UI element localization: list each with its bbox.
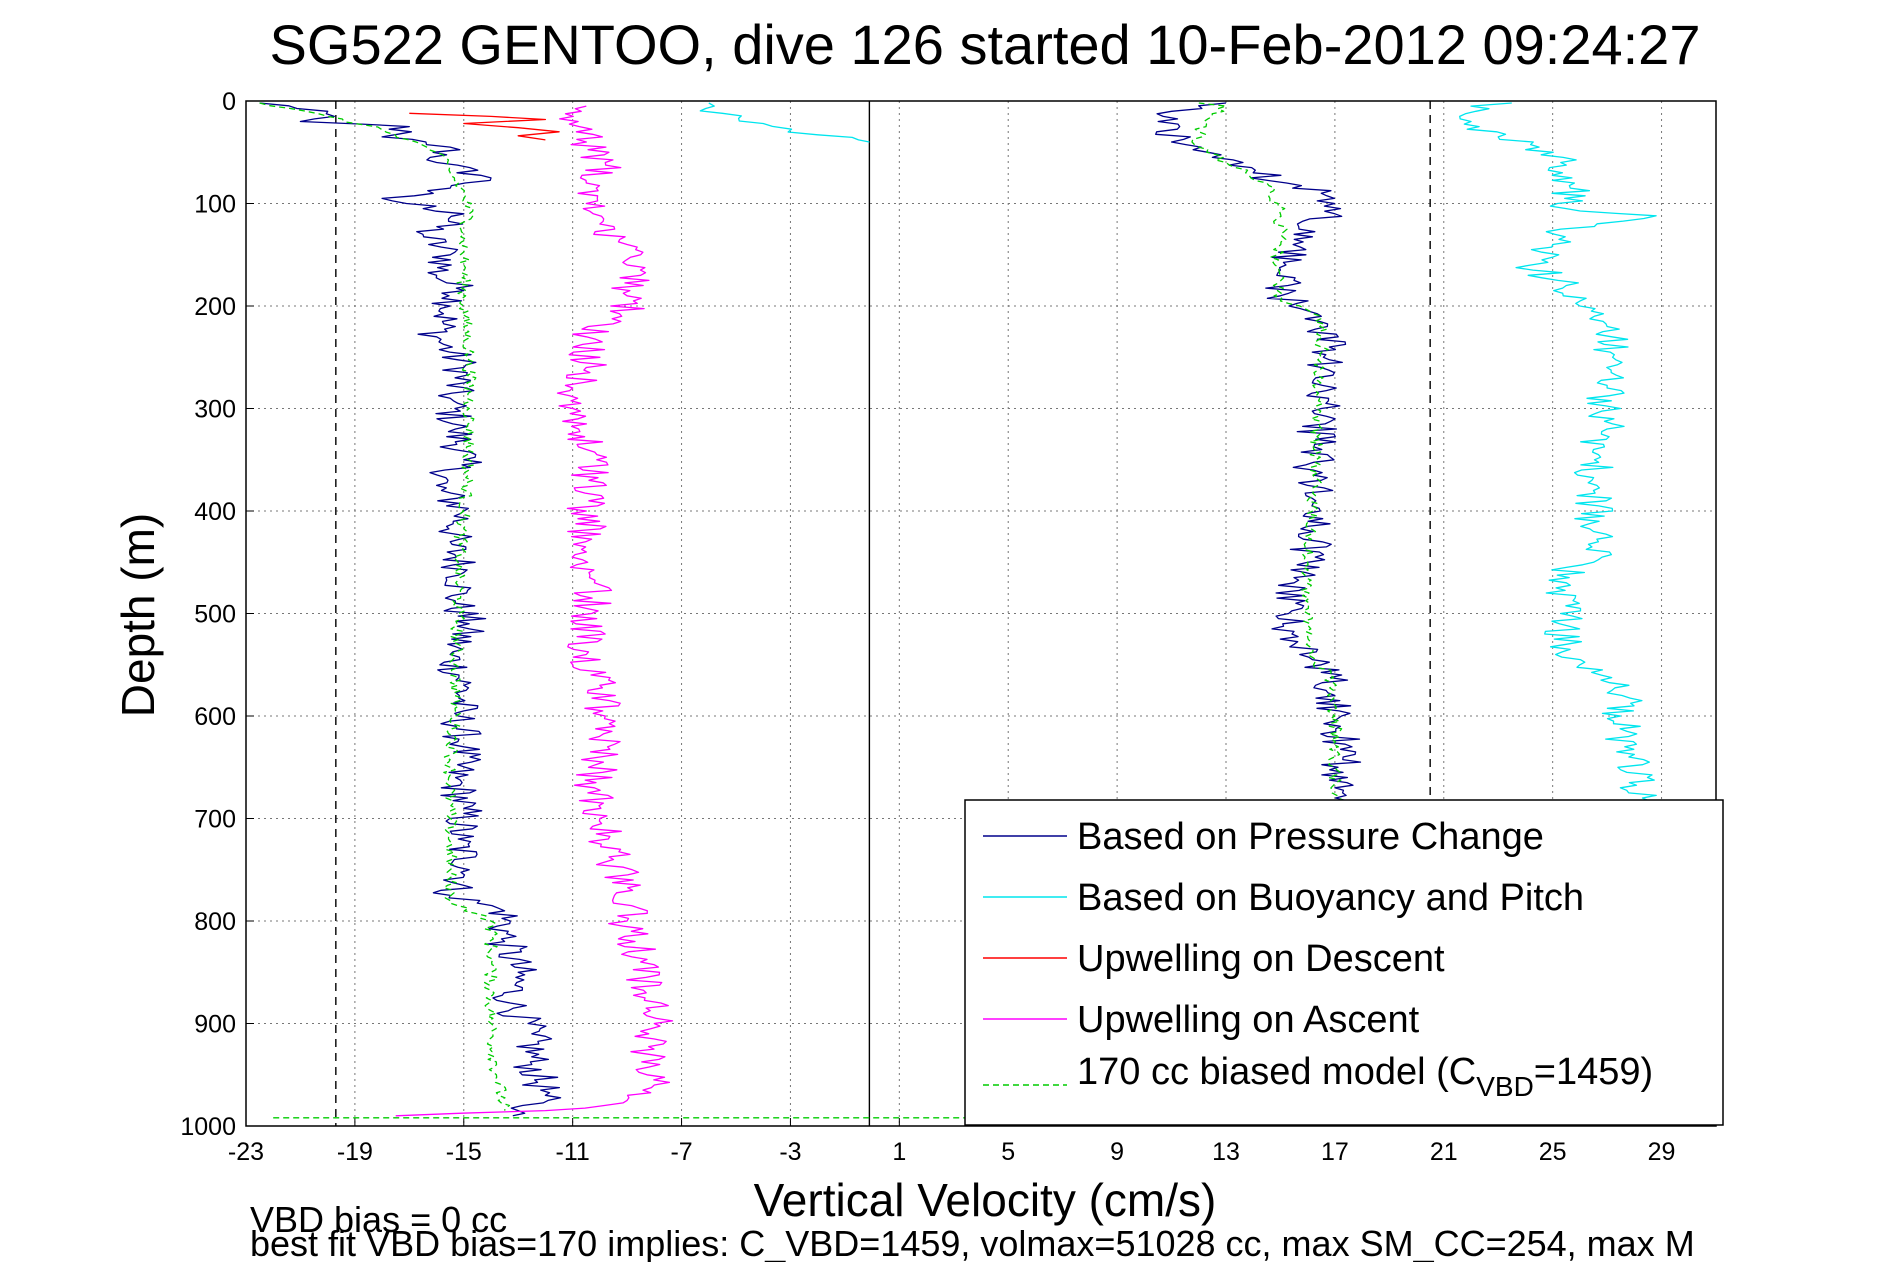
x-tick-label: -15 [446,1138,482,1166]
x-tick-labels: -23 -19 -15 -11 -7 -3 1 5 9 13 17 21 25 29 [228,1138,1676,1166]
series-line-upwelling-on-descent [409,112,560,141]
legend-label-upwelling-descent: Upwelling on Descent [1077,938,1445,980]
x-tick-label: -23 [228,1138,264,1166]
y-tick-label: 400 [194,498,236,526]
x-tick-label: -3 [779,1138,801,1166]
series-line-based-on-pressure-change [259,102,562,1117]
legend-label-buoyancy-pitch: Based on Buoyancy and Pitch [1077,877,1584,919]
y-tick-label: 900 [194,1011,236,1039]
footer-line-2: best fit VBD bias=170 implies: C_VBD=145… [250,1223,1695,1262]
legend: Based on Pressure Change Based on Buoyan… [964,799,1724,1126]
legend-box [964,799,1724,1126]
x-tick-label: 29 [1648,1138,1676,1166]
x-tick-label: 21 [1430,1138,1458,1166]
y-tick-labels: 0 100 200 300 400 500 600 700 800 900 1000 [180,88,236,1141]
chart-title: SG522 GENTOO, dive 126 started 10-Feb-20… [270,13,1701,76]
x-tick-label: 25 [1539,1138,1567,1166]
y-tick-label: 700 [194,806,236,834]
series-line-upwelling-on-ascent [395,105,674,1117]
series-line-170-cc-biased-model-c-vbd-1459 [259,102,511,1111]
y-tick-label: 0 [222,88,236,116]
y-tick-label: 100 [194,191,236,219]
y-tick-label: 800 [194,908,236,936]
x-axis-label: Vertical Velocity (cm/s) [754,1174,1217,1226]
legend-model-prefix: 170 cc biased model (C [1077,1051,1476,1093]
legend-label-biased-model: 170 cc biased model (CVBD=1459) [1077,1051,1653,1102]
y-tick-label: 200 [194,293,236,321]
y-axis-label: Depth (m) [112,513,164,717]
plot-frame [245,100,1717,1127]
x-tick-label: 5 [1001,1138,1015,1166]
y-tick-label: 300 [194,396,236,424]
x-tick-label: 1 [892,1138,906,1166]
series-line-based-on-buoyancy-and-pitch [699,102,870,143]
x-tick-label: 17 [1321,1138,1349,1166]
y-tick-label: 600 [194,703,236,731]
x-tick-label: -19 [337,1138,373,1166]
y-tick-label: 1000 [180,1113,236,1141]
x-tick-label: -7 [670,1138,692,1166]
x-tick-label: 9 [1110,1138,1124,1166]
legend-model-subscript: VBD [1476,1071,1534,1102]
y-tick-label: 500 [194,601,236,629]
x-tick-label: 13 [1212,1138,1240,1166]
legend-model-suffix: =1459) [1534,1051,1653,1093]
legend-label-pressure-change: Based on Pressure Change [1077,816,1544,858]
footer-line-1: VBD bias = 0 cc [250,1199,507,1240]
legend-label-upwelling-ascent: Upwelling on Ascent [1077,999,1420,1041]
x-tick-label: -11 [556,1138,590,1166]
